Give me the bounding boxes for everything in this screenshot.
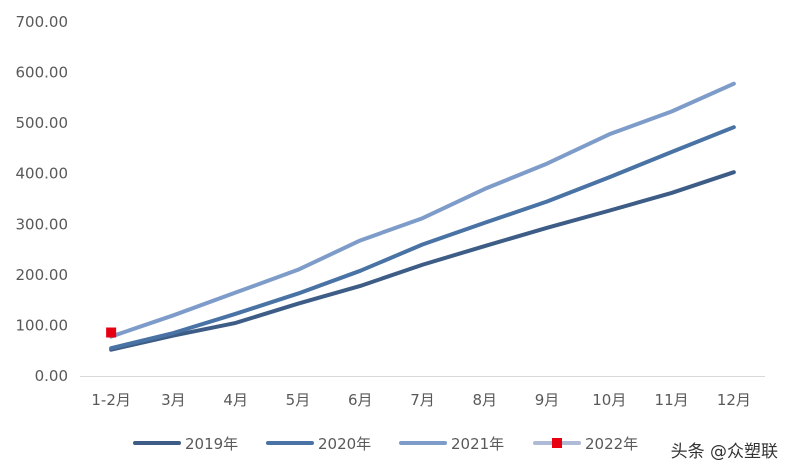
x-tick-label: 1-2月 (91, 391, 131, 409)
x-tick-label: 10月 (592, 391, 626, 409)
y-tick-label: 500.00 (16, 114, 69, 132)
x-tick-label: 3月 (161, 391, 186, 409)
y-tick-label: 200.00 (16, 266, 69, 284)
watermark: 头条 @众塑联 (670, 442, 778, 462)
plot-area (106, 81, 736, 352)
series-line-2019 (109, 170, 736, 352)
legend-label-2021: 2021年 (451, 435, 504, 453)
x-tick-label: 7月 (410, 391, 435, 409)
legend-label-2022: 2022年 (585, 435, 638, 453)
legend-label-2020: 2020年 (318, 435, 371, 453)
x-tick-label: 12月 (717, 391, 751, 409)
series-marker-2022 (106, 327, 117, 338)
x-tick-label: 9月 (535, 391, 560, 409)
y-tick-label: 600.00 (16, 64, 69, 82)
y-tick-label: 400.00 (16, 165, 69, 183)
legend: 2019年 2020年 2021年 2022年 (133, 435, 638, 453)
legend-marker-2022 (552, 438, 562, 448)
y-tick-label: 0.00 (35, 367, 68, 385)
x-tick-label: 11月 (655, 391, 689, 409)
x-tick-label: 6月 (348, 391, 373, 409)
y-tick-label: 100.00 (16, 316, 69, 334)
y-axis: 0.00 100.00 200.00 300.00 400.00 500.00 600.00… (16, 13, 69, 385)
series-line-2020 (109, 125, 736, 351)
series-line-2021 (109, 81, 736, 339)
y-tick-label: 700.00 (16, 13, 69, 31)
y-tick-label: 300.00 (16, 215, 69, 233)
x-tick-label: 8月 (472, 391, 497, 409)
x-axis: 1-2月 3月 4月 5月 6月 7月 8月 9月 10月 11月 12月 (80, 376, 765, 409)
legend-label-2019: 2019年 (185, 435, 238, 453)
x-tick-label: 4月 (223, 391, 248, 409)
x-tick-label: 5月 (286, 391, 311, 409)
